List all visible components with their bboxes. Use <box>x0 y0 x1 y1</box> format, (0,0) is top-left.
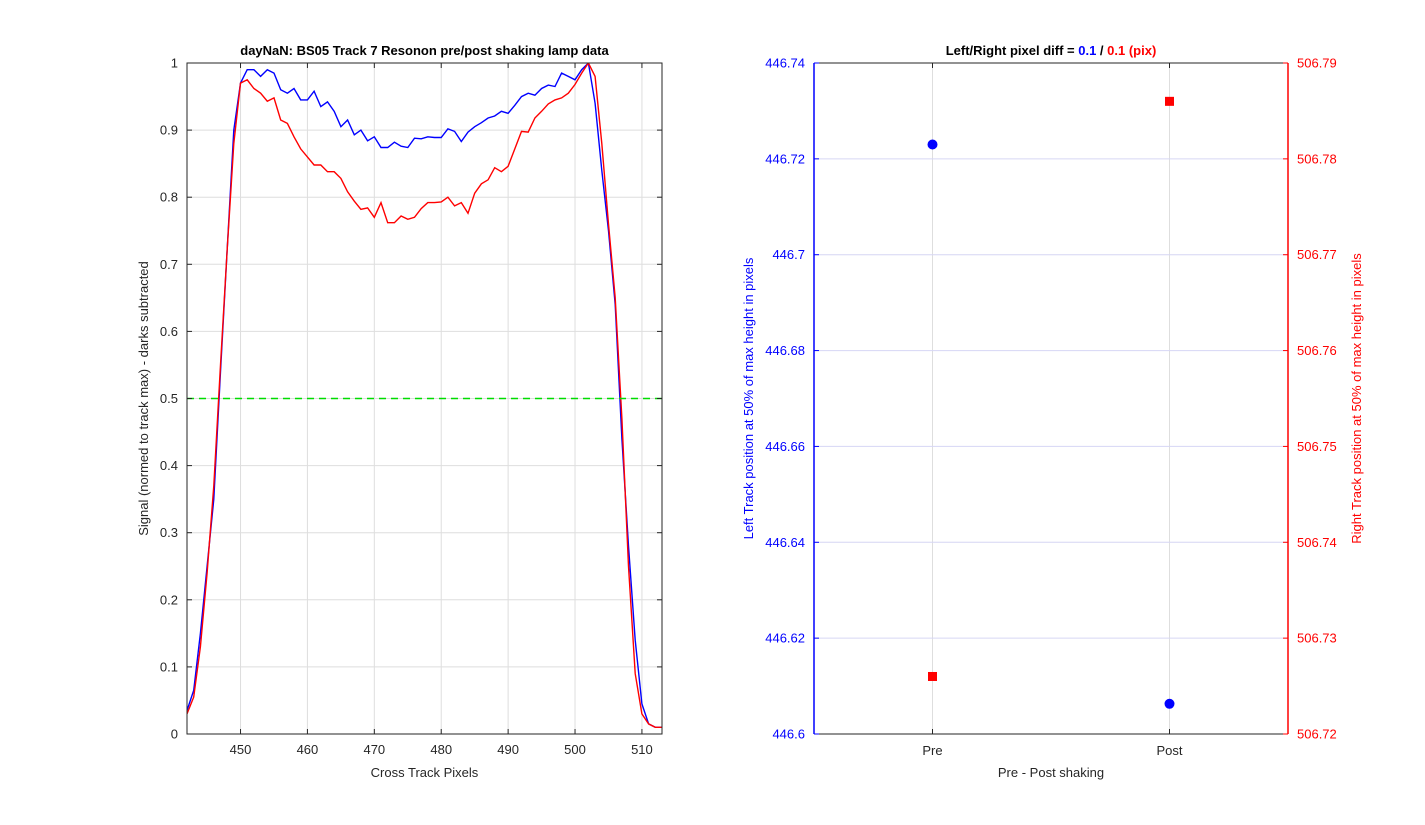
y-tick-label: 0.3 <box>160 525 178 540</box>
x-axis-label: Pre - Post shaking <box>998 765 1104 780</box>
left-y-tick-label: 446.74 <box>765 56 805 71</box>
y-tick-label: 0.9 <box>160 123 178 138</box>
y-tick-label: 1 <box>171 56 178 71</box>
y-axis-label: Signal (normed to track max) - darks sub… <box>136 261 151 536</box>
left-y-tick-label: 446.66 <box>765 439 805 454</box>
y-tick-label: 0.1 <box>160 659 178 674</box>
right-y-tick-label: 506.74 <box>1297 535 1337 550</box>
x-tick-label: 500 <box>564 742 586 757</box>
left-y-tick-label: 446.72 <box>765 151 805 166</box>
right-y-tick-label: 506.72 <box>1297 727 1337 742</box>
y-tick-label: 0.6 <box>160 324 178 339</box>
right-y-tick-label: 506.73 <box>1297 631 1337 646</box>
y-tick-label: 0.5 <box>160 391 178 406</box>
right-y-tick-label: 506.77 <box>1297 247 1337 262</box>
right-y-tick-label: 506.78 <box>1297 151 1337 166</box>
x-tick-label: Post <box>1156 743 1182 758</box>
right-point-post <box>1165 96 1174 106</box>
title-part: Left/Right pixel diff = <box>946 43 1079 58</box>
title-part: 0.1 (pix) <box>1107 43 1156 58</box>
right-y-tick-label: 506.79 <box>1297 56 1337 71</box>
left-point-post <box>1164 698 1175 709</box>
y-tick-label: 0.7 <box>160 257 178 272</box>
scatter-chart: 446.6 446.62 446.64 446.66 446.68 446.7 446.72… <box>741 43 1364 780</box>
right-point-pre <box>928 671 937 681</box>
x-tick-label: 510 <box>631 742 653 757</box>
chart-title: Left/Right pixel diff = 0.1 / 0.1 (pix) <box>946 43 1157 58</box>
right-y-tick-label: 506.76 <box>1297 343 1337 358</box>
title-part: / <box>1096 43 1107 58</box>
left-y-tick-label: 446.64 <box>765 535 805 550</box>
line-chart-grid <box>187 62 662 735</box>
y-tick-label: 0.8 <box>160 190 178 205</box>
x-tick-label: 460 <box>297 742 319 757</box>
y-tick-label: 0 <box>171 727 178 742</box>
x-tick-label: 470 <box>363 742 385 757</box>
chart-title: dayNaN: BS05 Track 7 Resonon pre/post sh… <box>240 43 609 58</box>
right-y-axis-label: Right Track position at 50% of max heigh… <box>1349 253 1364 544</box>
x-tick-label: 480 <box>430 742 452 757</box>
left-y-tick-label: 446.6 <box>772 727 805 742</box>
x-axis-label: Cross Track Pixels <box>371 765 479 780</box>
x-tick-label: Pre <box>922 743 942 758</box>
x-tick-label: 450 <box>230 742 252 757</box>
right-y-tick-label: 506.75 <box>1297 439 1337 454</box>
series-line-1 <box>187 63 662 728</box>
left-point-pre <box>927 139 938 150</box>
left-y-tick-label: 446.7 <box>772 247 805 262</box>
x-tick-label: 490 <box>497 742 519 757</box>
y-tick-label: 0.4 <box>160 458 178 473</box>
scatter-chart-grid <box>814 62 1288 735</box>
left-y-tick-label: 446.62 <box>765 631 805 646</box>
series-line-2 <box>187 63 662 728</box>
y-tick-label: 0.2 <box>160 592 178 607</box>
left-y-tick-label: 446.68 <box>765 343 805 358</box>
title-part: 0.1 <box>1078 43 1096 58</box>
line-chart: 450 460 470 480 490 500 510 0 0.1 0.2 0.3 0.4 0.5 0.6… <box>136 43 663 780</box>
left-y-axis-label: Left Track position at 50% of max height… <box>741 257 756 539</box>
